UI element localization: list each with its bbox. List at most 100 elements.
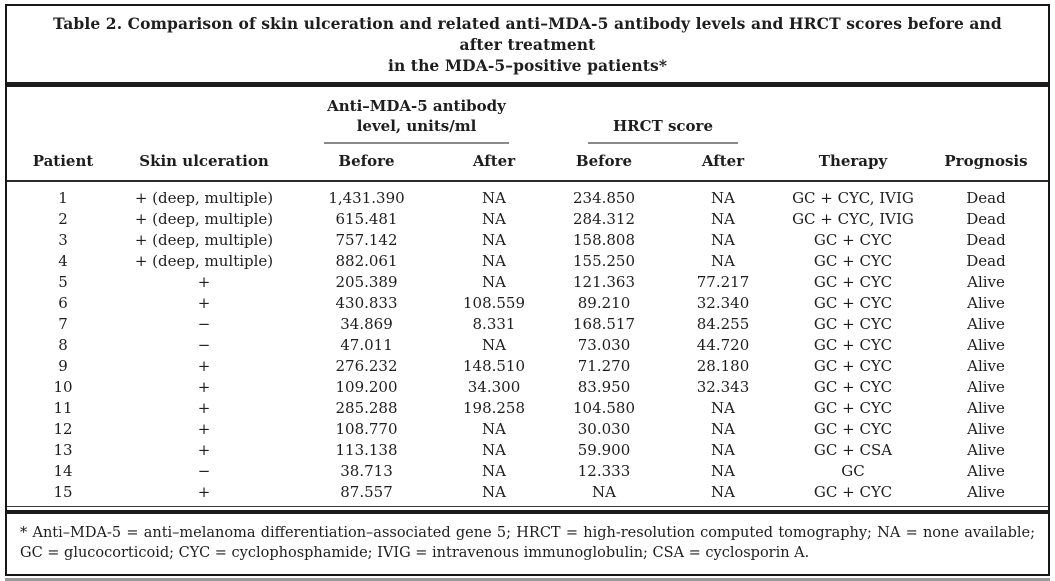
therapy-cell: GC + CYC [813, 357, 893, 375]
col-header-antibody-before: Before [338, 152, 395, 170]
prognosis-cell: Alive [967, 336, 1005, 354]
skin-ulceration-cell: + [197, 399, 211, 417]
group-spacer-therapy [782, 87, 924, 144]
therapy-cell: GC + CYC [813, 252, 893, 270]
prognosis-cell: Alive [967, 273, 1005, 291]
hrct-before-cell: 121.363 [572, 273, 636, 291]
therapy-cell: GC + CYC, IVIG [792, 189, 914, 207]
hrct-after-cell: NA [711, 210, 735, 228]
patient-cell: 11 [53, 399, 73, 417]
antibody-after-cell: NA [482, 273, 506, 291]
prognosis-cell: Alive [967, 315, 1005, 333]
group-header-row: Anti–MDA-5 antibody level, units/ml HRCT… [7, 87, 1048, 144]
patient-cell: 12 [53, 420, 73, 438]
col-header-antibody-after: After [472, 152, 516, 170]
antibody-before-cell: 430.833 [335, 294, 398, 312]
antibody-before-cell: 109.200 [335, 378, 398, 396]
skin-ulceration-cell: + (deep, multiple) [134, 231, 274, 249]
antibody-after-cell: NA [482, 189, 506, 207]
hrct-before-cell: 284.312 [572, 210, 636, 228]
table-row: 5 +205.389 NA 121.363 77.217 GC + CYC Alive [7, 272, 1048, 293]
patient-cell: 2 [58, 210, 68, 228]
title-divider-rule [7, 82, 1048, 87]
hrct-after-cell: NA [711, 483, 735, 501]
table-body: 1 + (deep, multiple) 1,431.390 NA 234.850 NA G… [7, 182, 1048, 506]
antibody-before-cell: 757.142 [335, 231, 398, 249]
skin-ulceration-cell: + [197, 273, 211, 291]
antibody-before-cell: 113.138 [335, 441, 398, 459]
hrct-after-cell: 77.217 [696, 273, 750, 291]
therapy-cell: GC + CYC [813, 231, 893, 249]
hrct-after-cell: NA [711, 252, 735, 270]
antibody-after-cell: NA [482, 441, 506, 459]
table-row: 10 +109.200 34.300 83.950 32.343 GC + CYC Aliv… [7, 377, 1048, 398]
hrct-after-cell: 44.720 [696, 336, 750, 354]
skin-ulceration-cell: + [197, 420, 211, 438]
group-header-antibody: Anti–MDA-5 antibody level, units/ml [289, 87, 544, 144]
patient-cell: 15 [53, 483, 73, 501]
patient-cell: 4 [58, 252, 68, 270]
therapy-cell: GC + CYC [813, 273, 893, 291]
hrct-after-cell: NA [711, 231, 735, 249]
table-row: 11 +285.288 198.258 104.580 NA GC + CYC Alive [7, 398, 1048, 419]
therapy-cell: GC + CYC [813, 336, 893, 354]
patient-cell: 5 [58, 273, 68, 291]
therapy-cell: GC + CYC [813, 399, 893, 417]
skin-ulceration-cell: − [197, 462, 211, 480]
body-end-thin-rule [7, 506, 1048, 507]
hrct-before-cell: 158.808 [572, 231, 636, 249]
antibody-after-cell: NA [482, 252, 506, 270]
hrct-before-cell: 83.950 [577, 378, 631, 396]
patient-cell: 7 [58, 315, 68, 333]
group-spacer-skin [119, 87, 289, 144]
antibody-after-cell: 108.559 [462, 294, 526, 312]
hrct-after-cell: NA [711, 441, 735, 459]
col-header-skin-ulceration: Skin ulceration [139, 152, 269, 170]
prognosis-cell: Alive [967, 357, 1005, 375]
data-table: 1 + (deep, multiple) 1,431.390 NA 234.850 NA G… [7, 182, 1048, 506]
antibody-before-cell: 38.713 [340, 462, 393, 480]
skin-ulceration-cell: + (deep, multiple) [134, 189, 274, 207]
col-header-hrct-after: After [701, 152, 745, 170]
hrct-before-cell: 155.250 [572, 252, 636, 270]
therapy-cell: GC + CYC [813, 294, 893, 312]
prognosis-cell: Dead [966, 231, 1006, 249]
hrct-before-cell: 89.210 [577, 294, 631, 312]
table-row: 13 +113.138 NA 59.900 NA GC + CSA Alive [7, 440, 1048, 461]
hrct-after-cell: 84.255 [696, 315, 750, 333]
antibody-before-cell: 285.288 [335, 399, 398, 417]
hrct-after-cell: NA [711, 189, 735, 207]
hrct-before-cell: 59.900 [577, 441, 631, 459]
table-title-line2: in the MDA-5–positive patients* [387, 56, 668, 75]
body-end-thick-rule [7, 510, 1048, 514]
group-header-hrct: HRCT score [544, 87, 782, 144]
antibody-after-cell: NA [482, 210, 506, 228]
antibody-after-cell: 198.258 [462, 399, 526, 417]
group-header-antibody-label: Anti–MDA-5 antibody level, units/ml [289, 96, 544, 136]
antibody-before-cell: 34.869 [340, 315, 393, 333]
prognosis-cell: Dead [966, 189, 1006, 207]
hrct-after-cell: 28.180 [696, 357, 750, 375]
hrct-before-cell: 168.517 [572, 315, 636, 333]
skin-ulceration-cell: − [197, 315, 211, 333]
patient-cell: 3 [58, 231, 68, 249]
prognosis-cell: Alive [967, 483, 1005, 501]
hrct-after-cell: NA [711, 399, 735, 417]
group-spacer-prognosis [924, 87, 1048, 144]
antibody-after-cell: NA [482, 483, 506, 501]
skin-ulceration-cell: − [197, 336, 211, 354]
patient-cell: 6 [58, 294, 68, 312]
skin-ulceration-cell: + [197, 483, 211, 501]
group-spacer-patient [7, 87, 119, 144]
patient-cell: 8 [58, 336, 68, 354]
table-row: 2 + (deep, multiple) 615.481 NA 284.312 NA GC … [7, 209, 1048, 230]
skin-ulceration-cell: + [197, 441, 211, 459]
antibody-before-cell: 108.770 [335, 420, 398, 438]
table-header-section: Anti–MDA-5 antibody level, units/ml HRCT… [7, 87, 1048, 182]
antibody-before-cell: 1,431.390 [328, 189, 405, 207]
hrct-before-cell: 30.030 [577, 420, 631, 438]
antibody-after-cell: 148.510 [462, 357, 526, 375]
prognosis-cell: Alive [967, 378, 1005, 396]
table-row: 8 − 47.011 NA 73.030 44.720 GC + CYC Alive [7, 335, 1048, 356]
table-row: 12 +108.770 NA 30.030 NA GC + CYC Alive [7, 419, 1048, 440]
